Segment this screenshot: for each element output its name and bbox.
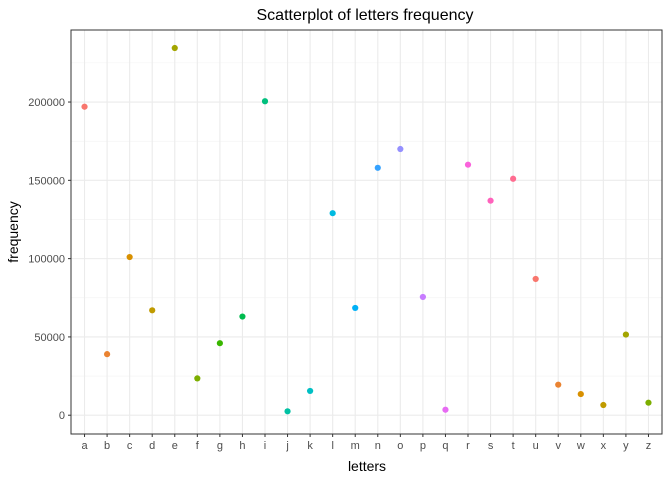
plot-panel — [70, 29, 663, 435]
data-point-b — [103, 351, 111, 358]
data-point-a — [81, 103, 88, 110]
y-tick-label: 200000 — [28, 97, 65, 109]
x-tick-label: t — [512, 440, 515, 452]
x-tick-label: l — [331, 440, 333, 452]
data-point-f — [194, 375, 201, 382]
y-tick-label: 0 — [59, 410, 65, 422]
x-tick-label: s — [488, 440, 494, 452]
x-tick-label: o — [397, 440, 403, 452]
data-point-s — [487, 197, 494, 204]
data-point-e — [171, 44, 178, 52]
x-tick-label: m — [351, 440, 360, 452]
data-point-w — [577, 390, 584, 398]
y-tick-label: 50000 — [34, 332, 65, 344]
data-point-d — [149, 307, 156, 314]
x-tick-label: f — [196, 440, 200, 452]
x-tick-label: u — [533, 440, 539, 452]
x-axis-title: letters — [348, 458, 386, 474]
x-tick-label: x — [601, 440, 607, 452]
x-tick-label: d — [149, 440, 155, 452]
data-point-m — [352, 304, 359, 312]
data-point-y — [622, 331, 630, 338]
x-tick-label: y — [623, 440, 629, 452]
data-point-j — [284, 408, 291, 415]
data-point-x — [600, 401, 607, 409]
y-axis: 0 50000 100000 150000 200000 — [28, 97, 71, 422]
data-point-l — [329, 210, 336, 217]
x-tick-label: q — [442, 440, 448, 452]
data-point-v — [555, 381, 562, 388]
data-point-n — [374, 164, 381, 171]
x-tick-label: g — [217, 440, 223, 452]
x-tick-label: z — [646, 440, 652, 452]
x-tick-label: k — [307, 440, 313, 452]
chart-title: Scatterplot of letters frequency — [257, 7, 474, 24]
x-tick-label: h — [239, 440, 245, 452]
data-point-c — [126, 253, 133, 261]
x-tick-label: i — [264, 440, 266, 452]
x-tick-label: b — [104, 440, 110, 452]
y-tick-label: 100000 — [28, 254, 65, 266]
y-tick-label: 150000 — [28, 175, 65, 187]
data-point-i — [261, 98, 269, 105]
grid-lines — [71, 30, 662, 434]
x-tick-label: r — [466, 440, 470, 452]
data-point-r — [464, 161, 472, 168]
data-point-o — [397, 145, 404, 153]
data-point-k — [307, 387, 314, 395]
y-axis-title: frequency — [5, 201, 21, 262]
data-point-z — [645, 399, 652, 406]
data-point-g — [216, 340, 223, 347]
x-tick-label: p — [420, 440, 426, 452]
data-point-t — [510, 175, 517, 182]
x-tick-label: w — [576, 440, 585, 452]
x-tick-label: n — [375, 440, 381, 452]
x-tick-label: e — [172, 440, 178, 452]
x-tick-label: a — [81, 440, 88, 452]
x-tick-label: v — [555, 440, 561, 452]
x-tick-label: c — [127, 440, 133, 452]
data-point-q — [442, 406, 449, 413]
data-point-h — [239, 313, 246, 320]
x-axis: a b c d e f g h i j k l m n o p q r s t u v w x y z — [81, 434, 651, 452]
data-point-p — [419, 293, 426, 301]
data-points — [81, 44, 652, 415]
data-point-u — [532, 275, 539, 283]
x-tick-label: j — [285, 440, 288, 452]
